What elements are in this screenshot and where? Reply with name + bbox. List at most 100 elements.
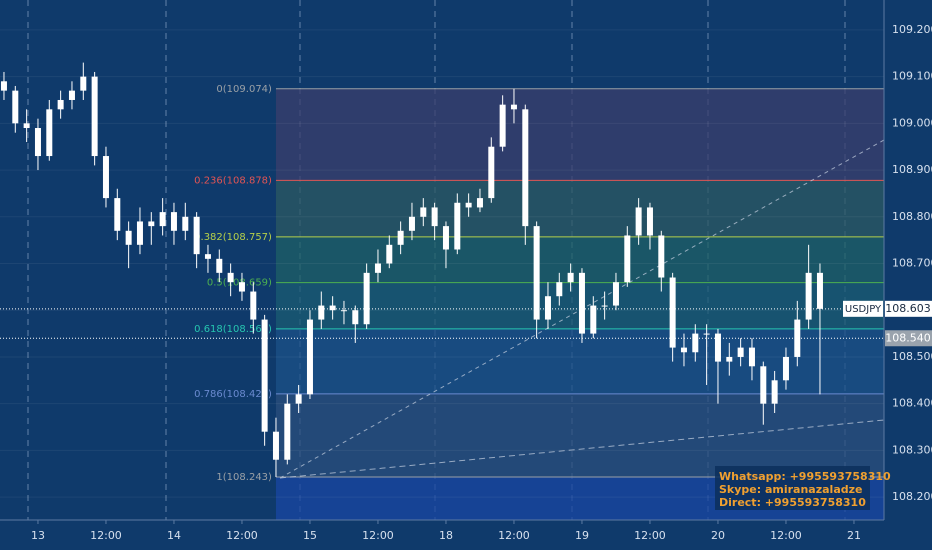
x-tick-label: 18 xyxy=(439,529,453,542)
y-tick-label: 108.200 xyxy=(892,490,932,503)
candle-body xyxy=(658,235,665,278)
x-tick-label: 15 xyxy=(303,529,317,542)
fib-label: 1(108.243) xyxy=(216,472,272,483)
x-tick-label: 12:00 xyxy=(90,529,122,542)
candle-body xyxy=(102,156,109,199)
candle-body xyxy=(12,90,19,124)
candle-body xyxy=(771,380,778,404)
candle-body xyxy=(431,207,438,227)
candle-body xyxy=(601,305,608,307)
x-tick-label: 21 xyxy=(847,529,861,542)
candle-body xyxy=(669,277,676,348)
candle-body xyxy=(782,356,789,381)
watermark-line: Direct: +995593758310 xyxy=(719,496,866,509)
watermark-line: Skype: amiranazaladze xyxy=(719,483,862,496)
candle-body xyxy=(261,319,268,432)
candle-body xyxy=(748,347,755,367)
candle-body xyxy=(340,310,347,312)
watermark-box xyxy=(715,466,870,510)
candle-body xyxy=(216,258,223,273)
x-tick-label: 13 xyxy=(31,529,45,542)
fib-band xyxy=(275,393,884,478)
fib-label: 0.236(108.878) xyxy=(194,175,272,186)
candle-body xyxy=(193,216,200,255)
fib-band xyxy=(275,328,884,394)
trend-line xyxy=(279,419,885,479)
candle-body xyxy=(420,207,427,217)
candle-body xyxy=(227,272,234,283)
candle-body xyxy=(148,221,155,227)
candle-body xyxy=(159,212,166,227)
candle-body xyxy=(737,347,744,357)
candle-body xyxy=(556,282,563,297)
y-tick-label: 108.300 xyxy=(892,443,932,456)
fib-band xyxy=(275,88,884,181)
candle-body xyxy=(522,109,529,227)
candle-body xyxy=(510,104,517,110)
y-tick-label: 108.500 xyxy=(892,350,932,363)
candle-body xyxy=(816,272,823,309)
candle-body xyxy=(454,202,461,250)
candle-body xyxy=(0,81,7,91)
candle-body xyxy=(578,272,585,334)
candle-body xyxy=(374,263,381,273)
candle-body xyxy=(68,90,75,100)
symbol-label: USDJPY xyxy=(845,304,882,315)
candle-body xyxy=(34,128,41,157)
x-tick-label: 19 xyxy=(575,529,589,542)
candle-body xyxy=(125,230,132,245)
candle-body xyxy=(23,123,30,129)
candle-body xyxy=(182,216,189,231)
candle-body xyxy=(80,76,87,91)
price-line-label: 108.540 xyxy=(885,331,931,344)
fib-label: 0.382(108.757) xyxy=(194,232,272,243)
last-price-box xyxy=(885,300,932,317)
candle-body xyxy=(284,403,291,460)
candle-body xyxy=(646,207,653,236)
candle-body xyxy=(476,198,483,208)
candle-body xyxy=(805,272,812,320)
fib-label: 0.786(108.421) xyxy=(194,389,272,400)
candle-body xyxy=(714,333,721,362)
x-tick-label: 12:00 xyxy=(226,529,258,542)
watermark-line: Whatsapp: +995593758310 xyxy=(719,470,891,483)
candle-body xyxy=(680,347,687,353)
price-lines xyxy=(0,308,884,339)
candle-body xyxy=(533,226,540,320)
candle-body xyxy=(363,272,370,325)
candle-body xyxy=(136,221,143,245)
candle-body xyxy=(794,319,801,357)
y-tick-label: 108.400 xyxy=(892,397,932,410)
candle-body xyxy=(204,254,211,259)
candle-body xyxy=(499,104,506,147)
symbol-box xyxy=(843,300,883,317)
y-tick-label: 109.000 xyxy=(892,116,932,129)
candle-body xyxy=(238,282,245,292)
candle-body xyxy=(760,366,767,404)
candle-body xyxy=(590,305,597,334)
candle-body xyxy=(46,109,53,157)
axes: 108.200108.300108.400108.500108.600108.7… xyxy=(31,23,932,542)
y-tick-label: 108.800 xyxy=(892,210,932,223)
fib-band xyxy=(275,180,884,237)
candle-body xyxy=(272,431,279,460)
fib-label: 0.618(108.560) xyxy=(194,324,272,335)
candle-body xyxy=(465,202,472,208)
candle-body xyxy=(352,310,359,325)
candle-body xyxy=(397,230,404,245)
candle-body xyxy=(544,296,551,320)
x-tick-label: 12:00 xyxy=(362,529,394,542)
candle-body xyxy=(624,235,631,283)
candle-body xyxy=(318,305,325,320)
candle-body xyxy=(57,99,64,110)
candles xyxy=(0,62,823,478)
y-tick-label: 108.700 xyxy=(892,257,932,270)
x-tick-label: 12:00 xyxy=(770,529,802,542)
candle-body xyxy=(635,207,642,236)
price-axis xyxy=(884,0,932,550)
x-tick-label: 12:00 xyxy=(634,529,666,542)
candle-body xyxy=(692,333,699,353)
